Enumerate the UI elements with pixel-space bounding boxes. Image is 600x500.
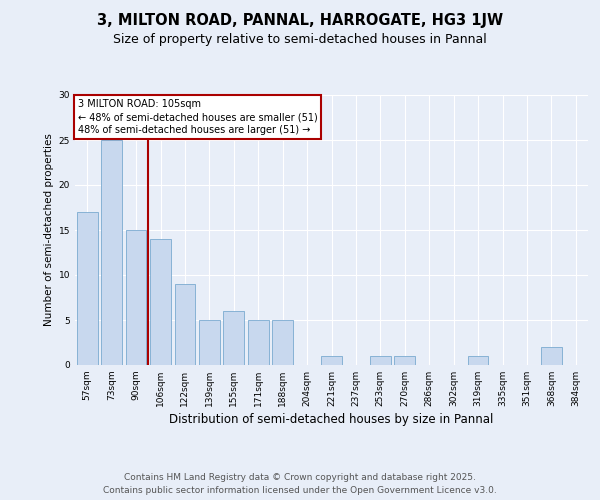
Bar: [223, 311, 244, 365]
Text: Contains HM Land Registry data © Crown copyright and database right 2025.
Contai: Contains HM Land Registry data © Crown c…: [103, 474, 497, 495]
Bar: [394, 356, 415, 365]
X-axis label: Distribution of semi-detached houses by size in Pannal: Distribution of semi-detached houses by …: [169, 413, 494, 426]
Bar: [125, 230, 146, 365]
Bar: [150, 239, 171, 365]
Bar: [467, 356, 488, 365]
Text: 3, MILTON ROAD, PANNAL, HARROGATE, HG3 1JW: 3, MILTON ROAD, PANNAL, HARROGATE, HG3 1…: [97, 12, 503, 28]
Text: 3 MILTON ROAD: 105sqm
← 48% of semi-detached houses are smaller (51)
48% of semi: 3 MILTON ROAD: 105sqm ← 48% of semi-deta…: [77, 99, 317, 136]
Bar: [101, 140, 122, 365]
Bar: [541, 347, 562, 365]
Bar: [248, 320, 269, 365]
Text: Size of property relative to semi-detached houses in Pannal: Size of property relative to semi-detach…: [113, 32, 487, 46]
Bar: [321, 356, 342, 365]
Bar: [199, 320, 220, 365]
Bar: [272, 320, 293, 365]
Bar: [175, 284, 196, 365]
Y-axis label: Number of semi-detached properties: Number of semi-detached properties: [44, 134, 55, 326]
Bar: [370, 356, 391, 365]
Bar: [77, 212, 98, 365]
